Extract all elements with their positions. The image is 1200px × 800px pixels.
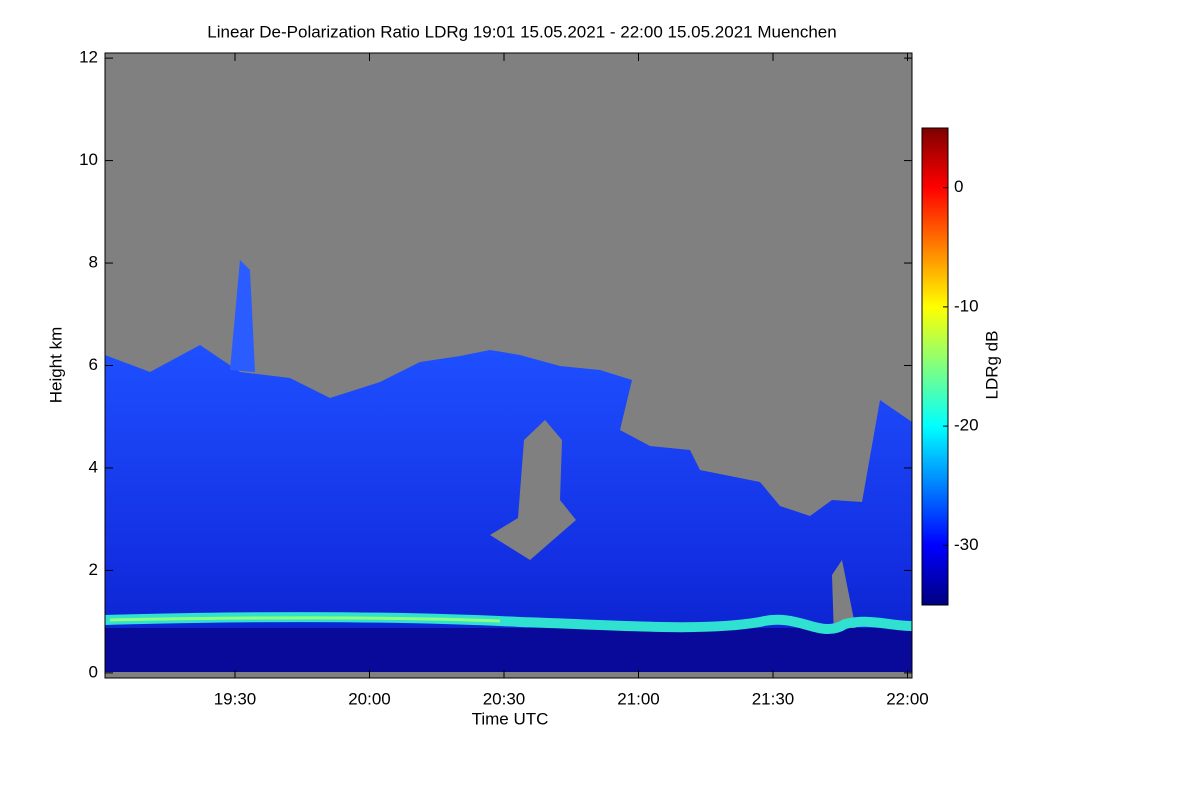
y-tick-label: 4: [89, 457, 98, 476]
x-tick-label: 20:00: [348, 689, 391, 708]
y-axis-label: Height km: [46, 327, 65, 404]
colorbar-tick-label: -20: [954, 416, 979, 435]
x-tick-label: 19:30: [214, 689, 257, 708]
colorbar-tick-label: -30: [954, 535, 979, 554]
x-tick-label: 21:30: [752, 689, 795, 708]
x-axis-label: Time UTC: [472, 709, 549, 728]
near-ground-layer: [105, 628, 912, 672]
y-tick-label: 10: [79, 150, 98, 169]
colorbar-label: LDRg dB: [982, 331, 1001, 400]
colorbar-tick-label: 0: [954, 177, 963, 196]
gap: [490, 420, 576, 560]
y-tick-label: 0: [89, 662, 98, 681]
y-tick-label: 12: [79, 48, 98, 67]
x-tick-label: 21:00: [617, 689, 660, 708]
chart-title: Linear De-Polarization Ratio LDRg 19:01 …: [207, 22, 836, 41]
x-tick-label: 20:30: [483, 689, 526, 708]
y-tick-label: 6: [89, 355, 98, 374]
colorbar-tick-label: -10: [954, 296, 979, 315]
aerosol-layer: [105, 345, 912, 672]
x-tick-label: 22:00: [886, 689, 929, 708]
boundary-layer-core: [109, 616, 501, 623]
y-tick-label: 8: [89, 253, 98, 272]
plume: [230, 260, 255, 372]
colorbar: [921, 127, 949, 606]
field: [104, 53, 913, 678]
y-tick-label: 2: [89, 560, 98, 579]
